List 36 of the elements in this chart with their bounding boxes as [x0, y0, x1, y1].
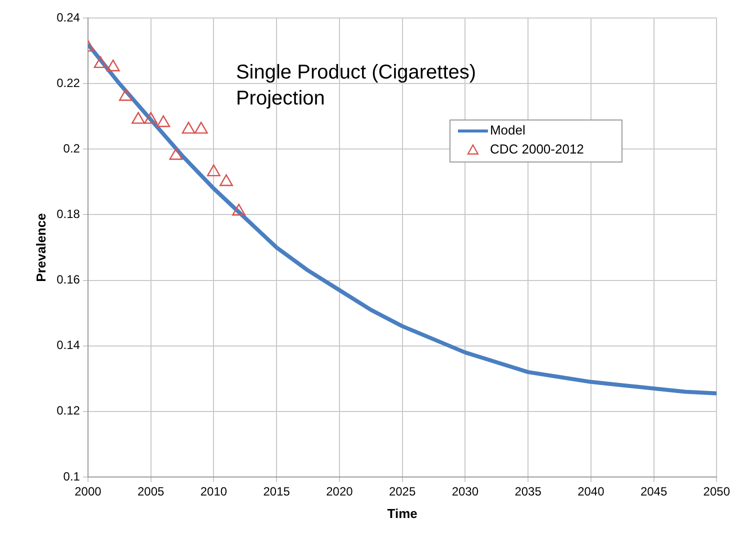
annotation: Single Product (Cigarettes) Projection — [236, 62, 476, 110]
x-axis-title: Time — [387, 506, 418, 521]
y-tick-label: 0.22 — [56, 76, 80, 90]
y-axis-title: Prevalence — [33, 213, 48, 282]
y-tick-label: 0.24 — [56, 10, 80, 24]
y-tick-label: 0.2 — [63, 141, 80, 156]
x-tick-label: 2045 — [640, 484, 668, 499]
legend-label: Model — [490, 122, 526, 138]
x-tick-label: 2020 — [326, 484, 354, 499]
y-tick-label: 0.18 — [56, 207, 80, 222]
point — [220, 174, 233, 186]
point — [169, 148, 183, 160]
x-tick-label: 2040 — [578, 484, 605, 499]
x-tick-label: 2010 — [200, 484, 228, 499]
point — [94, 56, 108, 68]
point — [182, 122, 196, 134]
x-tick-label: 2015 — [263, 484, 290, 499]
y-tick-label: 0.16 — [56, 272, 80, 287]
point — [206, 164, 220, 176]
x-tick-label: 2050 — [703, 484, 730, 499]
point — [118, 89, 132, 101]
point — [232, 204, 246, 216]
x-tick-label: 2035 — [514, 484, 542, 499]
y-tick-label: 0.1 — [63, 469, 80, 484]
point — [194, 122, 208, 134]
x-tick-label: 2030 — [452, 484, 479, 499]
y-tick-label: 0.12 — [56, 404, 80, 418]
point — [106, 60, 120, 72]
x-tick-label: 2005 — [137, 484, 164, 499]
legend-label: CDC 2000-2012 — [490, 142, 584, 157]
point — [132, 112, 145, 124]
x-tick-label: 2000 — [74, 484, 102, 499]
y-tick-label: 0.14 — [56, 338, 80, 352]
point — [156, 115, 170, 128]
x-tick-label: 2025 — [388, 484, 416, 499]
point — [144, 112, 158, 124]
